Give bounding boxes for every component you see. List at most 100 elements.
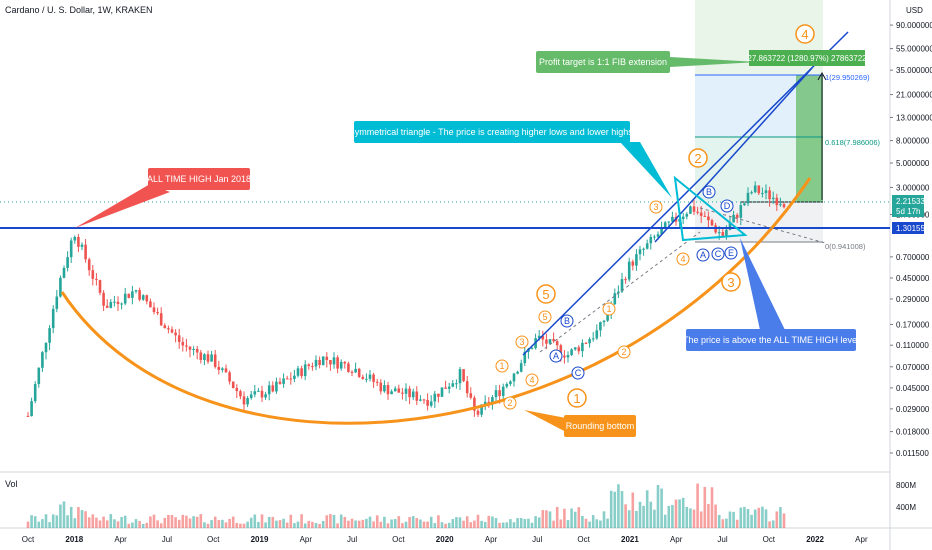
volume-bar: [516, 518, 519, 528]
candle-body: [386, 385, 390, 395]
candle-body: [350, 371, 354, 373]
svg-text:B: B: [706, 187, 712, 197]
candle-body: [264, 394, 267, 398]
volume-bar: [257, 521, 260, 528]
candle-body: [408, 388, 411, 398]
candle-body: [235, 388, 239, 392]
candle-body: [131, 291, 134, 298]
volume-bar: [588, 521, 591, 528]
candle-body: [206, 354, 210, 362]
candle-body: [51, 308, 55, 329]
candle-body: [415, 391, 419, 401]
volume-bar: [278, 520, 282, 528]
candle-body: [577, 347, 581, 352]
candle-body: [253, 391, 257, 395]
volume-bar: [336, 523, 339, 528]
rounding-callout-pointer: [524, 410, 566, 432]
volume-bar: [498, 522, 501, 528]
currency-label: USD: [906, 6, 923, 15]
candle-body: [591, 338, 595, 340]
wave-label-big-3: 2: [688, 148, 708, 168]
volume-bar: [552, 520, 555, 528]
volume-bar: [282, 518, 285, 528]
volume-bar: [293, 523, 296, 528]
candle-body: [667, 221, 671, 223]
candle-body: [375, 381, 379, 383]
volume-bar: [242, 523, 246, 528]
volume-bar: [267, 516, 271, 528]
candle-body: [383, 385, 386, 392]
volume-bar: [426, 521, 429, 528]
volume-bar: [368, 516, 372, 528]
volume-bar: [213, 516, 217, 528]
candle-body: [87, 259, 91, 271]
price-tick-label: 0.290000: [896, 295, 930, 304]
volume-bar: [534, 516, 537, 528]
volume-bar: [645, 490, 649, 528]
candle-body: [433, 393, 437, 402]
candle-body: [152, 307, 156, 312]
candle-body: [757, 185, 761, 194]
candle-body: [239, 391, 242, 397]
volume-bar: [404, 521, 408, 528]
candle-body: [224, 368, 228, 373]
volume-bar: [55, 515, 59, 528]
volume-bar: [123, 515, 127, 528]
volume-bar: [91, 514, 95, 528]
volume-bar: [321, 520, 325, 528]
wave-labels: 1 2 3 4 5 1 2 3 4 5 1 2 3 4 A B C A B C …: [495, 24, 815, 410]
volume-bar: [159, 523, 163, 528]
volume-bar: [120, 517, 123, 528]
candle-body: [501, 386, 505, 396]
candle-body: [372, 374, 375, 382]
candle-body: [509, 381, 512, 385]
volume-bar: [379, 521, 383, 528]
channel-lower-line: [654, 67, 813, 243]
volume-bar: [73, 518, 77, 528]
candle-body: [339, 361, 343, 369]
price-tick-label: 0.700000: [896, 253, 930, 262]
volume-bar: [62, 501, 66, 528]
candle-body: [357, 368, 361, 377]
candle-body: [631, 261, 635, 266]
candle-body: [606, 312, 609, 321]
volume-bar: [332, 514, 336, 528]
candle-body: [300, 368, 303, 377]
price-tick-label: 13.000000: [896, 113, 932, 122]
candle-body: [771, 197, 775, 200]
candle-body: [69, 240, 73, 258]
svg-text:2: 2: [621, 347, 626, 357]
candle-body: [195, 348, 199, 353]
candle-body: [181, 341, 185, 346]
volume-bar: [51, 514, 55, 528]
volume-bar: [663, 514, 667, 528]
candle-body: [177, 335, 181, 342]
candle-body: [588, 339, 591, 344]
volume-bar: [188, 518, 192, 528]
volume-bar: [559, 519, 563, 528]
candle-body: [84, 244, 87, 260]
time-axis[interactable]: Oct 2018 Apr Jul Oct 2019 Apr Jul Oct 2020 Apr Jul O…: [22, 535, 868, 544]
candle-body: [465, 381, 469, 394]
candle-body: [257, 390, 260, 392]
volume-bar: [584, 518, 588, 528]
volume-bar: [750, 514, 753, 528]
candle-body: [120, 303, 123, 305]
volume-bar: [397, 516, 401, 528]
volume-bar: [627, 510, 631, 528]
candle-body: [33, 384, 37, 402]
candle-body: [617, 291, 620, 294]
above-ath-callout: [686, 329, 856, 351]
time-tick-label: Jul: [717, 535, 727, 544]
candle-body: [685, 213, 689, 217]
volume-bar: [775, 511, 779, 528]
candle-body: [246, 398, 249, 405]
volume-bar: [357, 520, 361, 528]
candle-body: [170, 329, 174, 333]
volume-bar: [217, 520, 221, 528]
candle-body: [469, 393, 473, 398]
candle-body: [732, 214, 735, 223]
time-tick-label: Apr: [855, 535, 868, 544]
volume-bar: [678, 499, 681, 528]
